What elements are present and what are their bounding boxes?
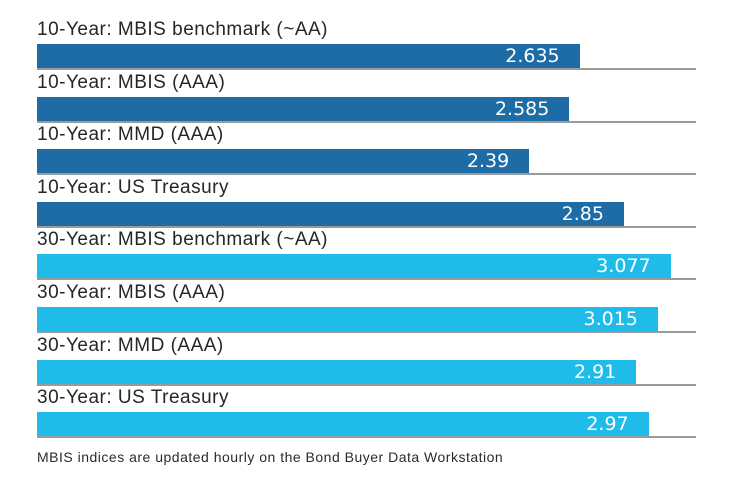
bar-row: 30-Year: MBIS (AAA) 3.015 — [37, 282, 696, 335]
bar-row: 30-Year: MBIS benchmark (~AA) 3.077 — [37, 229, 696, 282]
bar: 3.077 — [37, 254, 671, 279]
bar-value-label: 2.39 — [466, 150, 510, 173]
bar-track: 2.91 — [37, 359, 696, 386]
bar-track: 2.585 — [37, 96, 696, 123]
bar: 2.91 — [37, 359, 637, 384]
bar-value-label: 2.85 — [561, 202, 604, 225]
bar-category-label: 10-Year: US Treasury — [37, 176, 229, 198]
bar-value-label: 2.635 — [505, 45, 560, 67]
bar-track: 3.015 — [37, 306, 696, 333]
page: 10-Year: MBIS benchmark (~AA) 2.635 10-Y… — [37, 19, 696, 465]
bar-value-label: 3.077 — [596, 255, 651, 278]
bar-row: 30-Year: MMD (AAA) 2.91 — [37, 335, 696, 388]
bar-row: 10-Year: MMD (AAA) 2.39 — [37, 124, 696, 177]
bar: 2.85 — [37, 201, 624, 226]
bar-value-label: 3.015 — [583, 307, 638, 330]
bar-category-label: 10-Year: MMD (AAA) — [37, 124, 224, 146]
bar-category-label: 30-Year: MBIS benchmark (~AA) — [37, 229, 329, 251]
bar: 2.585 — [37, 96, 570, 121]
bar-track: 2.39 — [37, 149, 696, 176]
bar: 2.97 — [37, 412, 649, 437]
bar-track: 3.077 — [37, 254, 696, 281]
bar-value-label: 2.97 — [586, 413, 629, 436]
bar-category-label: 30-Year: MBIS (AAA) — [37, 281, 226, 303]
footer-note: MBIS indices are updated hourly on the B… — [37, 448, 504, 465]
bar-row: 10-Year: MBIS (AAA) 2.585 — [37, 72, 696, 125]
bond-yield-bar-chart: 10-Year: MBIS benchmark (~AA) 2.635 10-Y… — [37, 19, 696, 440]
bar-category-label: 10-Year: MBIS benchmark (~AA) — [37, 19, 329, 40]
bar-row: 10-Year: MBIS benchmark (~AA) 2.635 — [37, 19, 696, 72]
bar-value-label: 2.585 — [494, 97, 550, 120]
bar-category-label: 30-Year: MMD (AAA) — [37, 334, 224, 356]
bar: 3.015 — [37, 306, 658, 331]
bar-category-label: 10-Year: MBIS (AAA) — [37, 71, 226, 93]
bar: 2.39 — [37, 149, 530, 174]
bar-row: 10-Year: US Treasury 2.85 — [37, 177, 696, 230]
bar: 2.635 — [37, 44, 580, 68]
bar-track: 2.85 — [37, 201, 696, 228]
bar-track: 2.635 — [37, 44, 696, 70]
bar-category-label: 30-Year: US Treasury — [37, 387, 229, 409]
bar-row: 30-Year: US Treasury 2.97 — [37, 387, 696, 440]
bar-value-label: 2.91 — [573, 360, 617, 383]
bar-track: 2.97 — [37, 412, 696, 439]
